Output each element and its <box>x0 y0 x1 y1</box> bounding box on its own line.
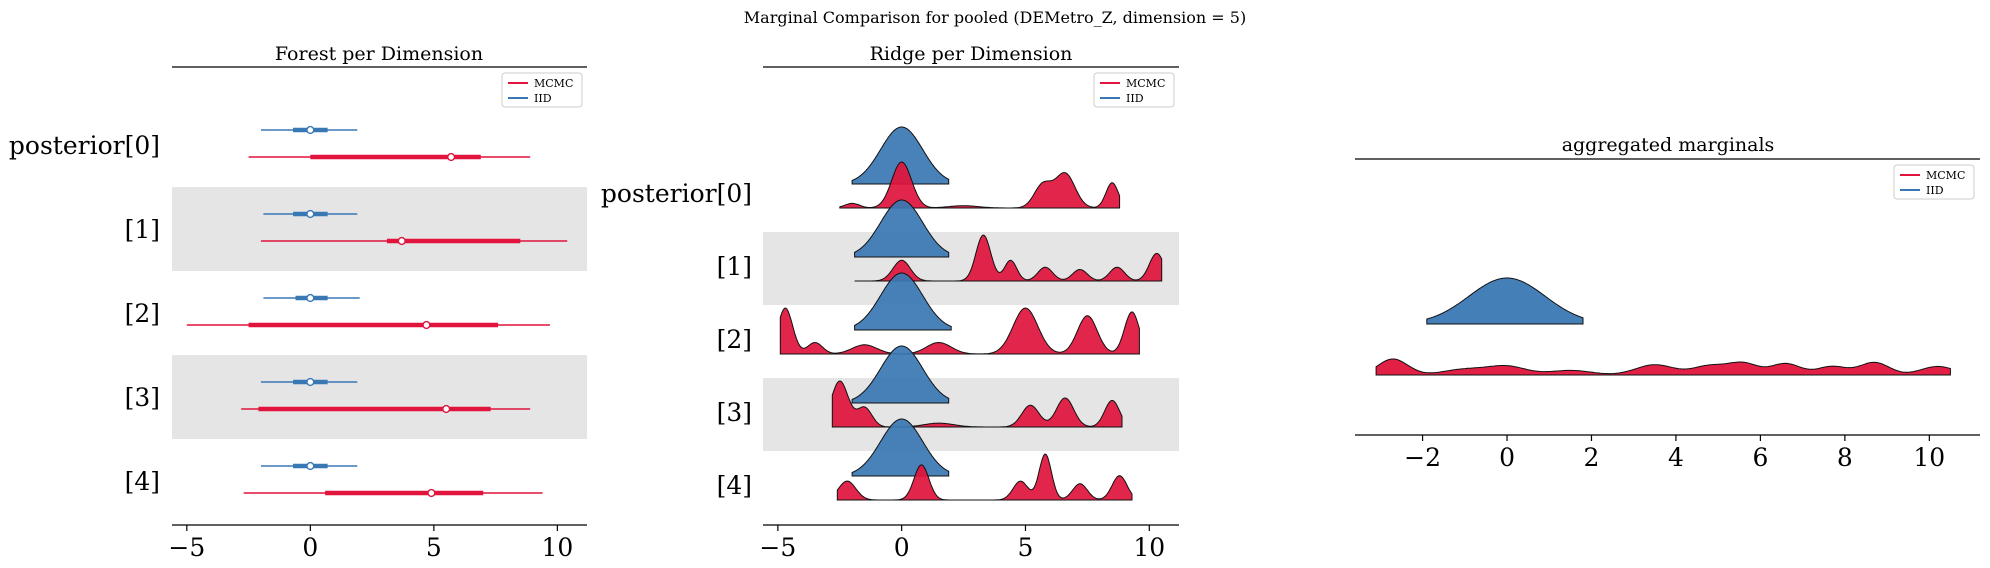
ridge-title: Ridge per Dimension <box>870 43 1073 65</box>
iid-ridge <box>851 345 950 404</box>
forest-row-band <box>172 355 587 439</box>
iid-aggregated-ridge <box>1426 277 1584 325</box>
iid-ridge <box>854 199 950 258</box>
y-category-label: [3] <box>125 383 160 412</box>
ridge-legend: MCMC IID <box>1093 72 1175 108</box>
mcmc-median-point <box>427 488 436 498</box>
legend-iid-label: IID <box>1126 92 1144 105</box>
ridge-x-ticks: −5 0 5 10 <box>759 525 1165 562</box>
x-tick-label: 0 <box>302 533 318 562</box>
forest-row-bands <box>172 187 587 439</box>
y-category-label: [4] <box>125 467 160 496</box>
iid-median-point <box>306 125 315 135</box>
x-tick-label: 2 <box>1584 443 1600 472</box>
forest-legend: MCMC IID <box>501 72 583 108</box>
x-tick-label: 6 <box>1752 443 1768 472</box>
mcmc-ridge <box>839 161 1121 209</box>
ridge-marks <box>779 126 1163 501</box>
ridge-y-labels: posterior[0] [1] [2] [3] [4] <box>601 179 752 500</box>
y-category-label: [2] <box>717 325 752 354</box>
ridge-panel: Ridge per Dimension posterior[0] [1] [2] [3… <box>601 43 1179 562</box>
forest-x-ticks: −5 0 5 10 <box>168 525 573 562</box>
forest-y-labels: posterior[0] [1] [2] [3] [4] <box>9 131 160 496</box>
mcmc-ridge <box>779 307 1140 355</box>
x-tick-label: −5 <box>759 533 796 562</box>
legend-mcmc-label: MCMC <box>1926 169 1965 182</box>
y-category-label: [4] <box>717 471 752 500</box>
x-tick-label: 10 <box>1913 443 1945 472</box>
mcmc-ridge <box>831 380 1123 428</box>
mcmc-ridge <box>836 453 1133 501</box>
iid-ridge <box>851 126 950 185</box>
y-category-label: [2] <box>125 299 160 328</box>
x-tick-label: 4 <box>1668 443 1684 472</box>
forest-panel: Forest per Dimension posterior[0] [1] [2] [… <box>9 43 587 562</box>
mcmc-median-point <box>442 404 451 414</box>
aggregated-legend: MCMC IID <box>1893 164 1975 200</box>
legend-iid-label: IID <box>1926 184 1944 197</box>
legend-mcmc-label: MCMC <box>1126 77 1165 90</box>
aggregated-panel: aggregated marginals −2 0 2 4 6 8 10 MCMC IID <box>1355 134 1980 472</box>
x-tick-label: 0 <box>894 533 910 562</box>
x-tick-label: −5 <box>168 533 205 562</box>
iid-median-point <box>306 461 315 471</box>
y-category-label: [3] <box>717 398 752 427</box>
iid-median-point <box>306 293 315 303</box>
x-tick-label: 10 <box>1133 533 1165 562</box>
iid-median-point <box>306 209 315 219</box>
mcmc-median-point <box>422 320 431 330</box>
aggregated-x-ticks: −2 0 2 4 6 8 10 <box>1404 435 1945 472</box>
iid-median-point <box>306 377 315 387</box>
forest-marks <box>186 125 568 498</box>
mcmc-median-point <box>397 236 406 246</box>
mcmc-ridge <box>854 234 1163 282</box>
mcmc-median-point <box>447 152 456 162</box>
aggregated-title: aggregated marginals <box>1562 134 1775 156</box>
x-tick-label: 10 <box>541 533 573 562</box>
forest-title: Forest per Dimension <box>275 43 483 65</box>
iid-ridge <box>851 418 950 477</box>
x-tick-label: −2 <box>1404 443 1441 472</box>
x-tick-label: 5 <box>426 533 442 562</box>
aggregated-marks <box>1375 277 1951 376</box>
forest-row-band <box>172 187 587 271</box>
x-tick-label: 8 <box>1837 443 1853 472</box>
y-category-label: posterior[0] <box>601 179 752 208</box>
y-category-label: [1] <box>717 252 752 281</box>
y-category-label: posterior[0] <box>9 131 160 160</box>
y-category-label: [1] <box>125 215 160 244</box>
mcmc-aggregated-ridge <box>1375 358 1951 376</box>
legend-iid-label: IID <box>534 92 552 105</box>
figure-suptitle: Marginal Comparison for pooled (DEMetro_… <box>744 8 1246 27</box>
x-tick-label: 5 <box>1018 533 1034 562</box>
x-tick-label: 0 <box>1499 443 1515 472</box>
iid-ridge <box>854 272 952 331</box>
legend-mcmc-label: MCMC <box>534 77 573 90</box>
